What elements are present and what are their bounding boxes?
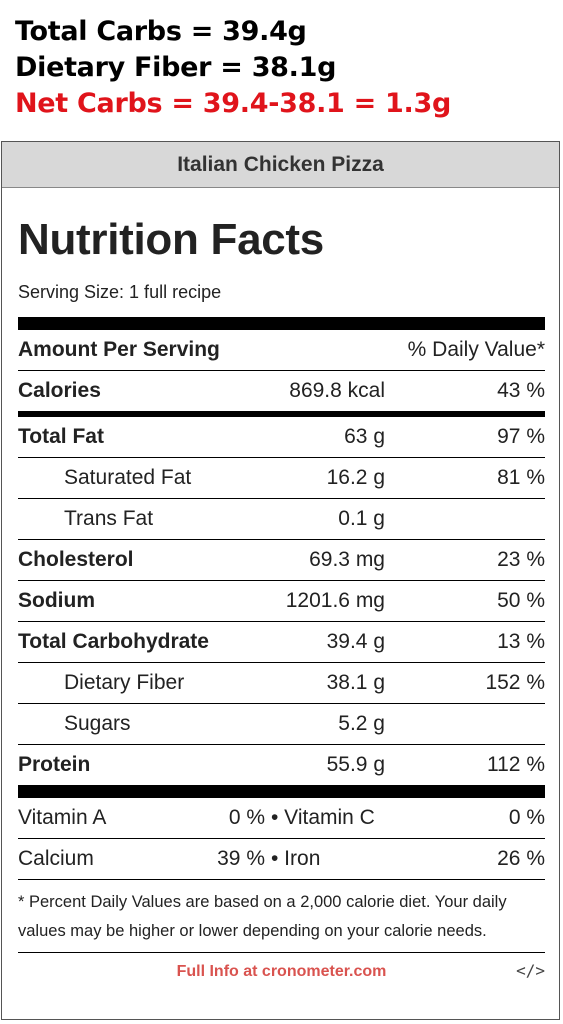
dietary-fiber-note: Dietary Fiber = 38.1g — [15, 52, 337, 83]
nutrient-row-cholesterol: Cholesterol 69.3 mg 23 % — [18, 540, 545, 581]
nutrient-name: Total Fat — [18, 425, 104, 448]
nutrient-amount: 0.1 g — [338, 507, 385, 530]
net-carbs-note: Net Carbs = 39.4-38.1 = 1.3g — [15, 88, 452, 119]
nutrient-daily-value: 97 % — [497, 425, 545, 448]
header-notes: Total Carbs = 39.4g Dietary Fiber = 38.1… — [15, 14, 451, 122]
embed-code-icon[interactable]: </> — [516, 961, 545, 980]
vitamin-c-value: 0 % — [508, 806, 545, 829]
nutrient-name: Sodium — [18, 589, 95, 612]
nutrient-name: Sugars — [64, 712, 131, 735]
recipe-title: Italian Chicken Pizza — [2, 142, 559, 188]
nutrient-row-sodium: Sodium 1201.6 mg 50 % — [18, 581, 545, 622]
nutrient-daily-value: 50 % — [497, 589, 545, 612]
nutrient-amount: 38.1 g — [326, 671, 385, 694]
nutrient-row-calories: Calories 869.8 kcal 43 % — [18, 371, 545, 411]
nutrient-row-dietary-fiber: Dietary Fiber 38.1 g 152 % — [18, 663, 545, 704]
nutrient-amount: 5.2 g — [338, 712, 385, 735]
nutrient-amount: 63 g — [344, 425, 385, 448]
nutrient-row-protein: Protein 55.9 g 112 % — [18, 745, 545, 785]
vitamin-row-calcium-iron: Calcium 39 % • Iron 26 % — [18, 839, 545, 880]
calcium-value: 39 % — [217, 847, 265, 870]
nutrient-row-total-carbohydrate: Total Carbohydrate 39.4 g 13 % — [18, 622, 545, 663]
vitamin-a-label: Vitamin A — [18, 806, 107, 829]
vitamin-a-value: 0 % — [228, 806, 265, 829]
nutrient-daily-value: 43 % — [497, 379, 545, 402]
nutrient-name: Saturated Fat — [64, 466, 192, 489]
amount-per-serving-row: Amount Per Serving % Daily Value* — [18, 330, 545, 371]
cronometer-link[interactable]: Full Info at cronometer.com — [176, 963, 387, 980]
nutrient-row-sugars: Sugars 5.2 g — [18, 704, 545, 745]
nutrient-amount: 39.4 g — [326, 630, 385, 653]
nutrient-daily-value: 13 % — [497, 630, 545, 653]
nutrient-name: Dietary Fiber — [64, 671, 185, 694]
nutrient-amount: 869.8 kcal — [289, 379, 385, 402]
label-footer: Full Info at cronometer.com </> — [18, 953, 545, 991]
nutrient-amount: 55.9 g — [326, 753, 385, 776]
nutrient-name: Calories — [18, 379, 101, 402]
total-carbs-note: Total Carbs = 39.4g — [15, 16, 307, 47]
iron-value: 26 % — [497, 847, 545, 870]
iron-label: • Iron — [271, 847, 321, 870]
nutrient-amount: 69.3 mg — [309, 548, 385, 571]
nutrient-name: Cholesterol — [18, 548, 134, 571]
vitamin-row-a-c: Vitamin A 0 % • Vitamin C 0 % — [18, 798, 545, 839]
nutrient-amount: 1201.6 mg — [285, 589, 385, 612]
nutrition-facts-panel: Nutrition Facts Serving Size: 1 full rec… — [18, 188, 545, 991]
daily-value-header: % Daily Value* — [407, 338, 545, 361]
calcium-label: Calcium — [18, 847, 94, 870]
nutrient-row-saturated-fat: Saturated Fat 16.2 g 81 % — [18, 458, 545, 499]
nutrient-daily-value: 112 % — [487, 753, 545, 776]
nutrient-daily-value: 152 % — [485, 671, 545, 694]
nutrition-facts-heading: Nutrition Facts — [18, 215, 324, 264]
amount-per-serving-label: Amount Per Serving — [18, 338, 220, 361]
nutrient-name: Protein — [18, 753, 91, 776]
nutrient-row-trans-fat: Trans Fat 0.1 g — [18, 499, 545, 540]
serving-size: Serving Size: 1 full recipe — [18, 282, 222, 302]
nutrient-daily-value: 23 % — [497, 548, 545, 571]
nutrition-label-card: Italian Chicken Pizza Nutrition Facts Se… — [1, 141, 560, 1020]
medium-divider — [18, 411, 545, 417]
nutrient-amount: 16.2 g — [326, 466, 385, 489]
nutrient-daily-value: 81 % — [497, 466, 545, 489]
vitamin-c-label: • Vitamin C — [271, 806, 375, 829]
thick-divider — [18, 317, 545, 330]
thick-divider — [18, 785, 545, 798]
nutrient-row-total-fat: Total Fat 63 g 97 % — [18, 417, 545, 458]
nutrient-name: Trans Fat — [64, 507, 154, 530]
daily-value-footnote: * Percent Daily Values are based on a 2,… — [18, 880, 545, 953]
nutrient-name: Total Carbohydrate — [18, 630, 209, 653]
